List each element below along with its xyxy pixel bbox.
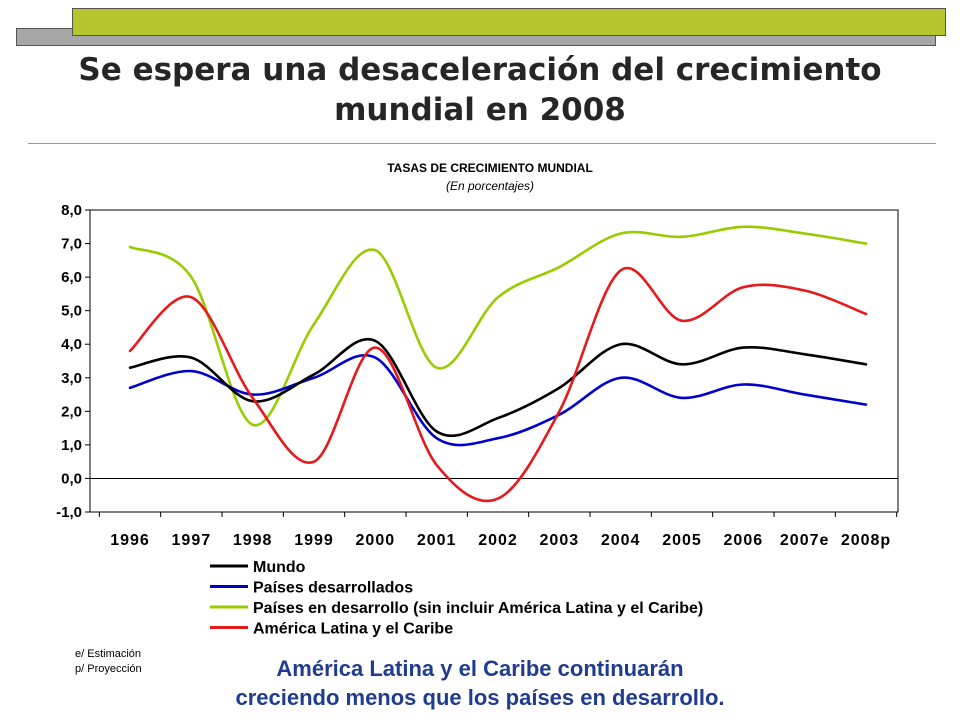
- legend-label: Países desarrollados: [253, 580, 413, 597]
- series-mundo: [128, 337, 868, 438]
- series-paises-en-desarrollo: [128, 225, 868, 427]
- x-tick-label: 1997: [172, 532, 212, 549]
- y-tick-label: 0,0: [61, 470, 82, 487]
- x-tick-label: 2005: [662, 532, 702, 549]
- legend-label: Mundo: [253, 559, 306, 576]
- note-estimacion: e/ Estimación: [75, 648, 142, 660]
- x-tick-label: 2001: [417, 532, 457, 549]
- note-proyeccion: p/ Proyección: [75, 663, 142, 675]
- x-tick-label: 2003: [540, 532, 580, 549]
- title-divider: [28, 143, 936, 144]
- x-tick-label: 2008p: [841, 532, 891, 549]
- x-tick-label: 2004: [601, 532, 641, 549]
- x-tick-label: 1999: [294, 532, 334, 549]
- plot-area-frame: [89, 209, 899, 513]
- y-tick-label: 8,0: [61, 202, 82, 219]
- x-tick-label: 2007e: [780, 532, 830, 549]
- header-bar-green: [72, 8, 946, 36]
- x-tick-label: 1996: [110, 532, 150, 549]
- series-layer: [128, 225, 868, 503]
- legend-label: Países en desarrollo (sin incluir Améric…: [253, 600, 703, 617]
- x-axis-ticks: 1996 1997 1998 1999 2000 2001 2002 2003 2004 2005…: [98, 512, 898, 549]
- y-tick-label: 2,0: [61, 403, 82, 420]
- footnotes: e/ Estimación p/ Proyección: [75, 647, 142, 677]
- conclusion-line-1: América Latina y el Caribe continuarán: [276, 656, 684, 681]
- series-america-latina: [128, 266, 868, 503]
- x-tick-label: 2006: [724, 532, 764, 549]
- y-tick-label: -1,0: [56, 504, 82, 521]
- x-tick-label: 1998: [233, 532, 273, 549]
- chart-subtitle: (En porcentajes): [445, 179, 535, 193]
- legend-label: América Latina y el Caribe: [253, 621, 453, 638]
- chart-legend: Mundo Países desarrollados Países en desar…: [210, 559, 703, 638]
- y-tick-label: 6,0: [61, 269, 82, 286]
- x-tick-label: 2002: [478, 532, 518, 549]
- y-tick-label: 7,0: [61, 236, 82, 253]
- x-tick-label: 2000: [356, 532, 396, 549]
- conclusion-text: América Latina y el Caribe continuarán c…: [150, 654, 810, 712]
- y-tick-label: 5,0: [61, 303, 82, 320]
- series-paises-desarrollados: [128, 354, 868, 447]
- y-tick-label: 3,0: [61, 370, 82, 387]
- y-axis-ticks: 8,0 7,0 6,0 5,0 4,0 3,0 2,0 1,0 0,0 -1,0: [56, 202, 90, 521]
- conclusion-line-2: creciendo menos que los países en desarr…: [235, 685, 725, 710]
- y-tick-label: 1,0: [61, 437, 82, 454]
- y-tick-label: 4,0: [61, 336, 82, 353]
- slide-title: Se espera una desaceleración del crecimi…: [78, 52, 882, 128]
- chart-title: TASAS DE CRECIMIENTO MUNDIAL: [387, 161, 593, 175]
